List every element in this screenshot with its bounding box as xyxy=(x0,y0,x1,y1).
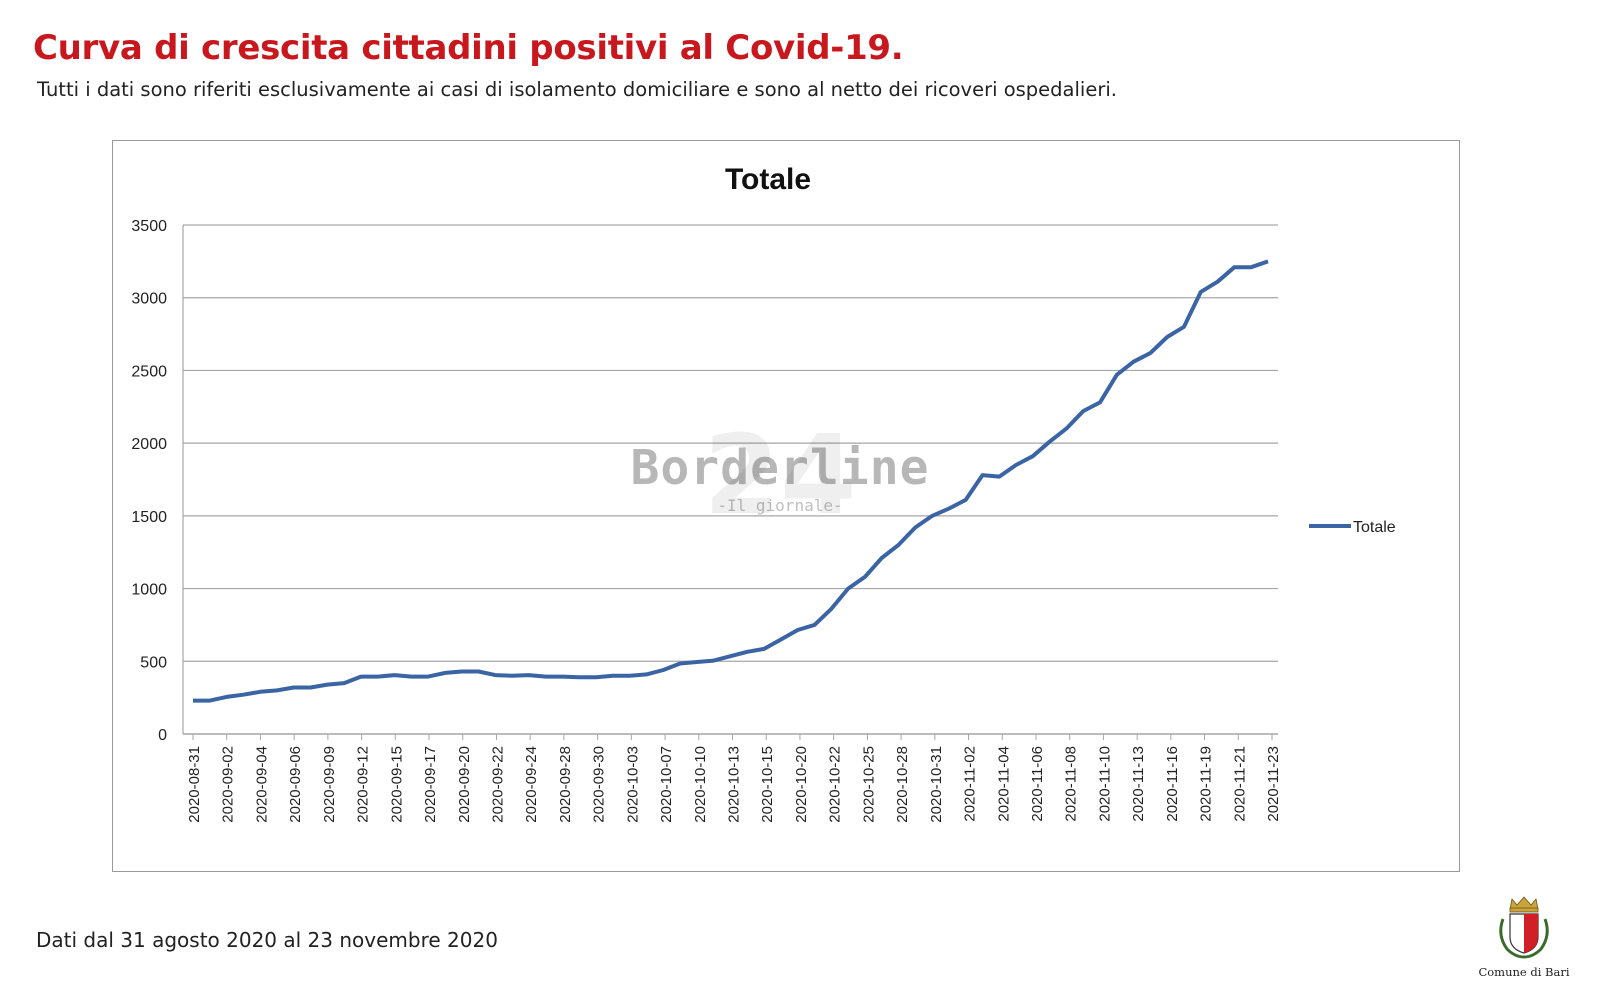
data-range-note: Dati dal 31 agosto 2020 al 23 novembre 2… xyxy=(36,928,498,952)
x-tick-label: 2020-10-07 xyxy=(658,746,675,823)
x-tick-label: 2020-10-13 xyxy=(726,746,743,823)
chart-legend: Totale xyxy=(1309,519,1396,536)
x-tick-label: 2020-09-28 xyxy=(557,746,574,823)
x-tick-label: 2020-09-24 xyxy=(523,746,540,823)
legend-label: Totale xyxy=(1353,519,1396,536)
x-tick-label: 2020-10-15 xyxy=(759,746,776,823)
logo-caption: Comune di Bari xyxy=(1478,965,1570,979)
x-tick-label: 2020-10-20 xyxy=(793,746,810,823)
page-title: Curva di crescita cittadini positivi al … xyxy=(33,28,904,68)
y-tick-label: 0 xyxy=(158,727,167,744)
x-tick-label: 2020-09-06 xyxy=(287,746,304,823)
x-tick-label: 2020-09-20 xyxy=(456,746,473,823)
x-tick-label: 2020-08-31 xyxy=(186,746,203,823)
y-tick-label: 1500 xyxy=(131,509,167,526)
chart-container: Totale 0 500 1000 1500 2000 2500 3000 3500 2020… xyxy=(112,140,1460,872)
x-tick-label: 2020-09-30 xyxy=(591,746,608,823)
x-tick-label: 2020-09-04 xyxy=(253,746,270,823)
x-tick-label: 2020-11-04 xyxy=(995,746,1012,822)
page-subtitle: Tutti i dati sono riferiti esclusivament… xyxy=(37,78,1117,101)
x-tick-label: 2020-09-12 xyxy=(355,746,372,823)
x-tick-label: 2020-11-23 xyxy=(1265,746,1282,822)
x-tick-label: 2020-09-22 xyxy=(489,746,506,823)
x-tick-label: 2020-11-06 xyxy=(1029,746,1046,822)
x-tick-label: 2020-10-22 xyxy=(827,746,844,823)
y-tick-label: 1000 xyxy=(131,582,167,599)
x-tick-label: 2020-10-10 xyxy=(692,746,709,823)
x-tick-label: 2020-11-19 xyxy=(1198,746,1215,822)
x-tick-label: 2020-10-28 xyxy=(894,746,911,823)
x-tick-label: 2020-11-10 xyxy=(1096,746,1113,822)
x-tick-label: 2020-09-09 xyxy=(321,746,338,823)
x-tick-label: 2020-11-21 xyxy=(1231,746,1248,822)
y-tick-label: 2500 xyxy=(131,363,167,380)
comune-logo: Comune di Bari xyxy=(1474,895,1574,979)
x-tick-label: 2020-10-31 xyxy=(928,746,945,823)
coat-of-arms-icon xyxy=(1499,896,1549,959)
series-line-totale xyxy=(193,259,1269,703)
x-tick-label: 2020-11-02 xyxy=(962,746,979,822)
x-tick-label: 2020-11-16 xyxy=(1164,746,1181,822)
x-tick-label: 2020-10-03 xyxy=(624,746,641,823)
x-tick-label: 2020-09-15 xyxy=(388,746,405,823)
x-tick-label: 2020-09-17 xyxy=(422,746,439,823)
x-tick-label: 2020-10-25 xyxy=(860,746,877,823)
y-tick-label: 3000 xyxy=(131,291,167,308)
chart-title: Totale xyxy=(725,163,811,196)
x-tick-label: 2020-11-08 xyxy=(1063,746,1080,822)
line-chart: Totale 0 500 1000 1500 2000 2500 3000 3500 2020… xyxy=(131,163,1396,823)
y-tick-label: 3500 xyxy=(131,218,167,235)
x-tick-label: 2020-09-02 xyxy=(220,746,237,823)
y-tick-label: 2000 xyxy=(131,436,167,453)
x-tick-label: 2020-11-13 xyxy=(1130,746,1147,822)
y-tick-label: 500 xyxy=(140,654,167,671)
